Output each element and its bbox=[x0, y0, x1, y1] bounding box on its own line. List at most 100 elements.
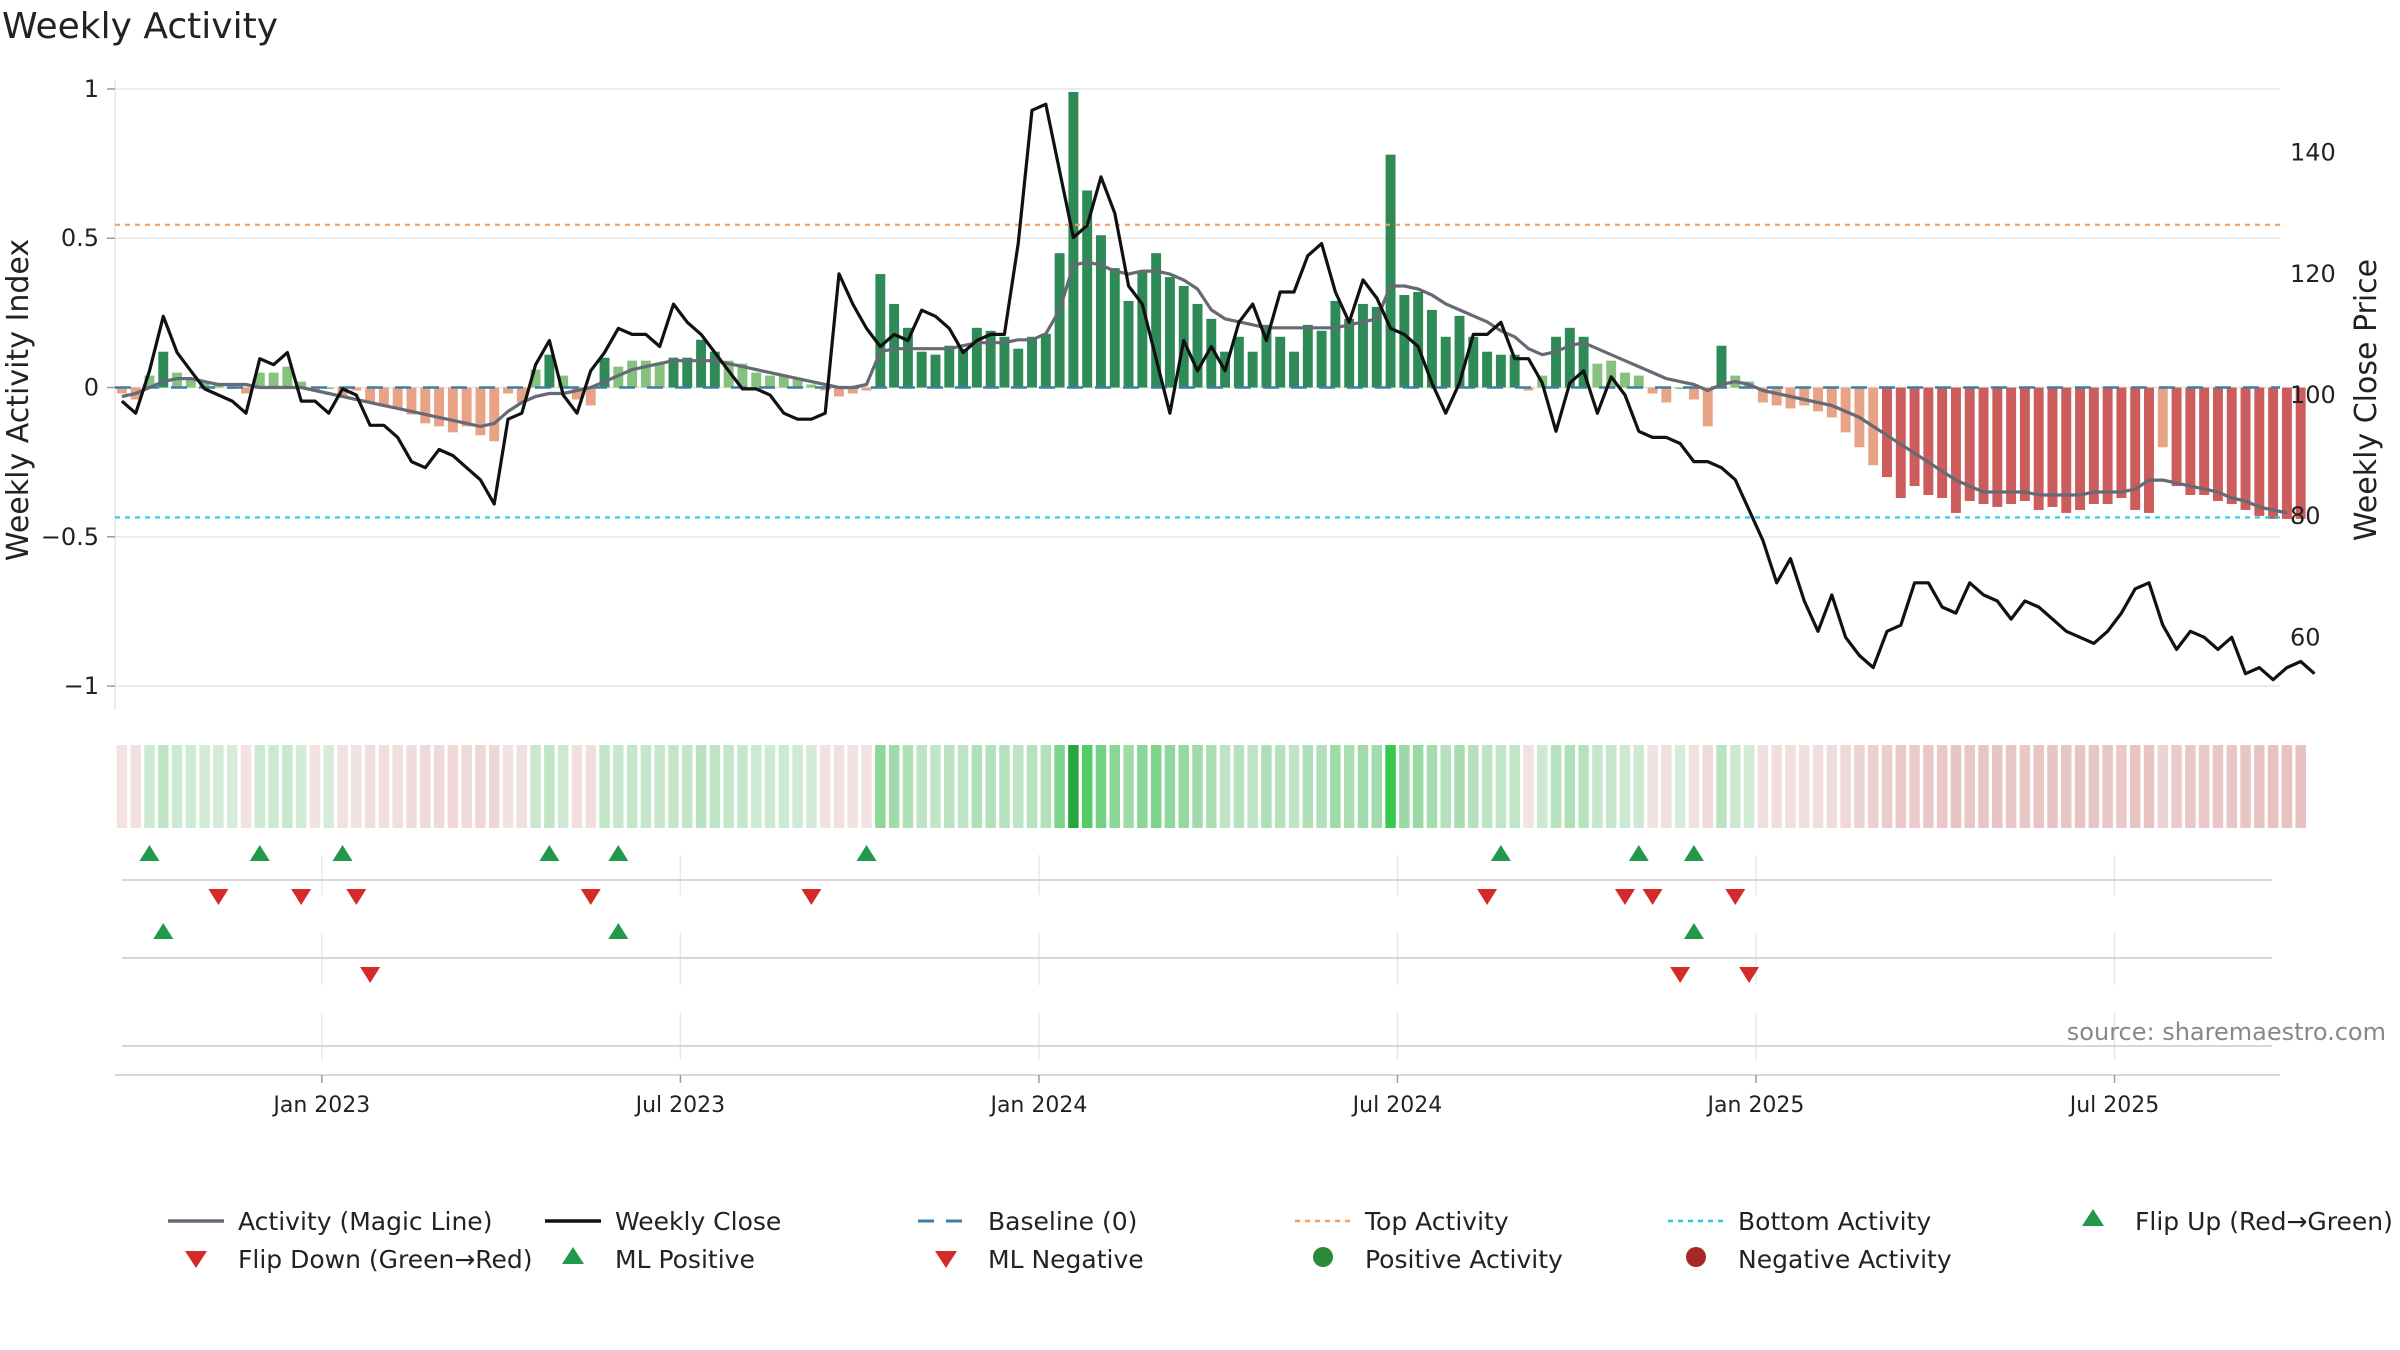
heat-cell bbox=[778, 745, 790, 828]
y2-tick-label: 140 bbox=[2290, 139, 2336, 167]
heat-cell bbox=[1495, 745, 1507, 828]
heat-cell bbox=[1771, 745, 1782, 828]
activity-bar bbox=[1551, 336, 1561, 388]
activity-bar bbox=[1882, 387, 1892, 478]
heat-cell bbox=[1012, 745, 1024, 828]
activity-bar bbox=[1661, 387, 1672, 403]
heat-cell bbox=[433, 745, 445, 828]
heat-cell bbox=[1399, 745, 1410, 828]
activity-bar bbox=[1606, 360, 1617, 388]
legend-item: Negative Activity bbox=[1686, 1245, 1952, 1274]
activity-bar bbox=[834, 387, 844, 397]
heat-cell bbox=[2019, 745, 2031, 828]
heat-cell bbox=[764, 745, 776, 828]
heat-cell bbox=[1895, 745, 1907, 828]
activity-bar bbox=[2281, 387, 2292, 519]
legend-item: Bottom Activity bbox=[1668, 1207, 1931, 1236]
flip-down-marker bbox=[208, 889, 229, 905]
flip-up-marker bbox=[332, 845, 353, 861]
activity-bar bbox=[902, 327, 913, 388]
heat-cell bbox=[668, 745, 679, 828]
activity-bar bbox=[654, 363, 665, 388]
heat-cell bbox=[654, 745, 665, 828]
x-tick-label: Jan 2024 bbox=[988, 1093, 1087, 1118]
source-note: source: sharemaestro.com bbox=[2067, 1018, 2386, 1046]
heat-cell bbox=[213, 745, 224, 828]
heat-cell bbox=[571, 745, 583, 828]
activity-bar bbox=[2130, 387, 2141, 510]
heat-cell bbox=[406, 745, 417, 828]
flip-down-marker bbox=[1614, 889, 1635, 905]
legend-label: Flip Down (Green→Red) bbox=[238, 1245, 533, 1274]
heat-cell bbox=[957, 745, 969, 828]
heat-cell bbox=[2254, 745, 2265, 828]
heat-cell bbox=[2295, 745, 2306, 828]
flip-down-marker bbox=[1725, 889, 1746, 905]
heat-cell bbox=[1509, 745, 1520, 828]
legend-swatch-triangle-up bbox=[562, 1247, 584, 1264]
heat-cell bbox=[930, 745, 941, 828]
magic-line bbox=[121, 260, 2288, 515]
heat-cell bbox=[1109, 745, 1121, 828]
heat-cell bbox=[1192, 745, 1203, 828]
y2-tick-label: 100 bbox=[2290, 381, 2336, 409]
heat-cell bbox=[2116, 745, 2127, 828]
heat-cell bbox=[2198, 745, 2210, 828]
flip-down-marker bbox=[346, 889, 367, 905]
heat-cell bbox=[1468, 745, 1479, 828]
activity-bar bbox=[158, 351, 169, 388]
flip-down-marker bbox=[1477, 889, 1498, 905]
heat-cell bbox=[1426, 745, 1438, 828]
activity-bar bbox=[1813, 387, 1824, 412]
activity-bar bbox=[1358, 303, 1368, 388]
heat-cell bbox=[337, 745, 348, 828]
heat-cell bbox=[544, 745, 555, 828]
activity-bar bbox=[1702, 387, 1713, 427]
activity-bar bbox=[1261, 324, 1272, 388]
reference-lines bbox=[115, 223, 2280, 519]
y-tick-label: 0.5 bbox=[61, 224, 99, 252]
flip-up-marker bbox=[139, 845, 160, 861]
y2-tick-label: 80 bbox=[2290, 502, 2321, 530]
legend-item: Flip Down (Green→Red) bbox=[185, 1245, 533, 1274]
activity-bar bbox=[406, 387, 417, 415]
heat-cell bbox=[2240, 745, 2251, 828]
activity-bar bbox=[820, 387, 831, 391]
activity-bar bbox=[1385, 154, 1396, 388]
activity-bar bbox=[1247, 351, 1258, 388]
activity-bar bbox=[1564, 327, 1575, 388]
heat-cell bbox=[1164, 745, 1176, 828]
activity-bar bbox=[1799, 387, 1810, 406]
activity-bar bbox=[475, 387, 486, 436]
heat-cell bbox=[1550, 745, 1562, 828]
activity-bar bbox=[1923, 387, 1934, 496]
heat-cell bbox=[833, 745, 845, 828]
legend-item: Positive Activity bbox=[1313, 1245, 1563, 1274]
activity-bar bbox=[2254, 387, 2265, 516]
activity-bar bbox=[2212, 387, 2223, 501]
activity-bar bbox=[1027, 336, 1037, 388]
heat-cell bbox=[695, 745, 707, 828]
heat-cell bbox=[1633, 745, 1645, 828]
heat-cell bbox=[1081, 745, 1093, 828]
heat-cell bbox=[295, 745, 307, 828]
heat-cell bbox=[447, 745, 459, 828]
activity-bar bbox=[916, 351, 927, 388]
heat-cell bbox=[1909, 745, 1920, 828]
heat-cell bbox=[2088, 745, 2100, 828]
heat-cell bbox=[613, 745, 624, 828]
heat-cell bbox=[1964, 745, 1975, 828]
activity-bar bbox=[503, 387, 513, 394]
activity-bar bbox=[599, 357, 610, 388]
x-tick-label: Jul 2025 bbox=[2068, 1093, 2160, 1118]
activity-bar bbox=[1592, 363, 1603, 388]
heat-cell bbox=[1302, 745, 1314, 828]
heat-cell bbox=[240, 745, 252, 828]
activity-bar bbox=[944, 345, 955, 388]
legend-item: Flip Up (Red→Green) bbox=[2082, 1207, 2393, 1236]
activity-bar bbox=[1440, 336, 1451, 388]
legend-label: Flip Up (Red→Green) bbox=[2135, 1207, 2393, 1236]
activity-bar bbox=[709, 351, 720, 388]
activity-bar bbox=[2019, 387, 2030, 501]
activity-bar bbox=[434, 387, 445, 427]
